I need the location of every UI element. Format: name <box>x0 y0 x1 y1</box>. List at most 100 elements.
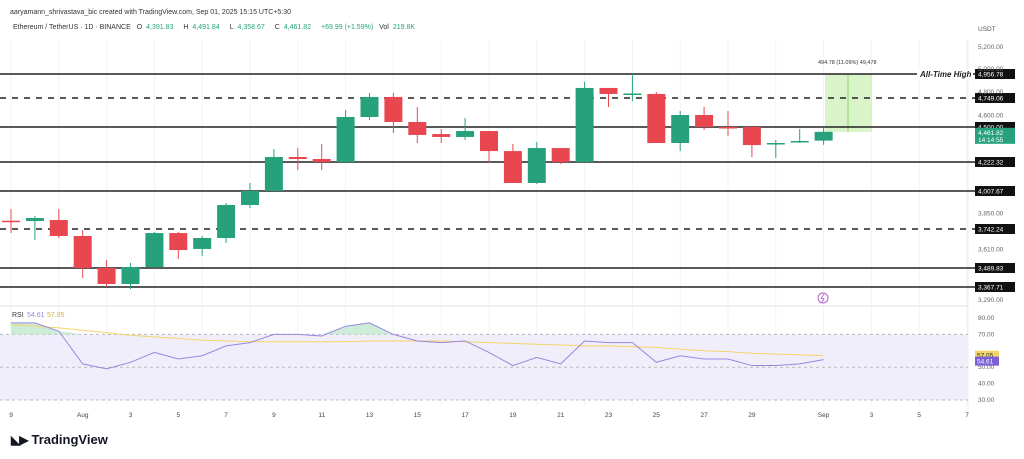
candle[interactable] <box>25 216 44 241</box>
time-axis-label: 3 <box>129 412 133 419</box>
price-tick-label: 3,610.00 <box>978 246 1004 253</box>
candle[interactable] <box>719 111 737 136</box>
candle[interactable] <box>336 110 355 163</box>
candle-body <box>312 159 331 163</box>
candle-body <box>527 148 546 183</box>
candle-body <box>790 140 809 143</box>
time-axis-label: 7 <box>965 412 969 419</box>
candle-body <box>575 87 594 163</box>
candle[interactable] <box>145 231 164 268</box>
candle[interactable] <box>503 144 522 183</box>
candle-body <box>599 87 618 94</box>
rsi-overbought-fill <box>11 322 824 335</box>
candle-body <box>432 134 451 137</box>
candle[interactable] <box>480 131 498 163</box>
time-axis-label: 21 <box>557 412 565 419</box>
price-tick-label: 4,600.00 <box>978 112 1004 119</box>
candle-body <box>336 116 355 163</box>
currency-label: USDT <box>978 26 996 33</box>
brand-name: TradingView <box>31 432 108 447</box>
change-value: +69.99 (+1.59%) <box>321 24 374 31</box>
level-price-tag <box>975 186 1015 196</box>
rsi-tag-label: 54.61 <box>977 359 994 366</box>
candle-body <box>169 233 188 251</box>
level-price-tag <box>975 224 1015 234</box>
candle-body <box>480 131 498 152</box>
price-tick-label: 3,290.00 <box>978 297 1004 304</box>
level-price-tag <box>975 122 1015 132</box>
time-axis-label: 15 <box>414 412 422 419</box>
candle[interactable] <box>193 235 212 256</box>
current-price-tag <box>975 127 1015 144</box>
level-price-tag <box>975 157 1015 167</box>
rsi-tick-label: 50.00 <box>978 364 995 371</box>
candle[interactable] <box>264 149 283 191</box>
candle-body <box>145 233 164 268</box>
candle-body <box>408 121 427 135</box>
rsi-tick-label: 40.00 <box>978 381 995 388</box>
symbol-name[interactable]: Ethereum / TetherUS · 1D · BINANCE <box>13 24 131 31</box>
candle[interactable] <box>575 81 594 163</box>
candle[interactable] <box>121 263 140 289</box>
candle[interactable] <box>695 106 714 131</box>
candle-body <box>503 151 522 183</box>
candle[interactable] <box>599 87 618 107</box>
volume-value: Vol 219.8K <box>379 24 416 31</box>
time-axis-label: 29 <box>748 412 756 419</box>
rsi-tick-label: 70.00 <box>978 331 995 338</box>
candle[interactable] <box>742 125 761 157</box>
candle[interactable] <box>527 141 546 184</box>
rsi-value: 54.61 <box>27 312 45 319</box>
candle[interactable] <box>456 118 475 140</box>
rsi-tick-label: 80.00 <box>978 315 995 322</box>
candle-body <box>288 156 307 160</box>
time-axis-label: 23 <box>605 412 613 419</box>
candle[interactable] <box>671 111 690 152</box>
rsi-tick-label: 30.00 <box>978 397 995 404</box>
candle[interactable] <box>312 144 331 171</box>
rsi-line[interactable] <box>11 322 824 370</box>
candle-body <box>766 143 785 145</box>
level-price-tag <box>975 93 1015 103</box>
time-axis-label: 11 <box>318 412 325 419</box>
rsi-ma-value: 57.05 <box>47 312 65 319</box>
projection-label: 494.78 (11.09%) 49,478 <box>818 60 877 66</box>
candle[interactable] <box>432 129 451 144</box>
time-axis-label: 19 <box>509 412 517 419</box>
candle[interactable] <box>217 202 236 243</box>
candle[interactable] <box>814 128 833 145</box>
level-price-tag <box>975 263 1015 273</box>
candle[interactable] <box>169 231 188 260</box>
candle[interactable] <box>360 93 379 121</box>
candle-body <box>360 96 379 117</box>
lightning-alert-icon[interactable] <box>817 292 829 304</box>
candle-body <box>217 204 236 238</box>
candle[interactable] <box>384 93 403 134</box>
rsi-value-tag <box>975 356 999 366</box>
time-axis-label: 25 <box>653 412 661 419</box>
candle-body <box>695 115 714 127</box>
time-axis-label: 9 <box>9 412 13 419</box>
time-axis-label: 5 <box>917 412 921 419</box>
candle[interactable] <box>790 129 809 144</box>
time-axis-label: 3 <box>870 412 874 419</box>
time-axis-label: 13 <box>366 412 374 419</box>
candle-body <box>73 235 92 268</box>
candle[interactable] <box>623 73 642 102</box>
candle[interactable] <box>288 148 307 171</box>
all-time-high-label: All-Time High <box>919 70 972 79</box>
candle[interactable] <box>241 182 259 208</box>
candle[interactable] <box>551 148 570 164</box>
candle[interactable] <box>766 139 785 159</box>
candle[interactable] <box>73 229 92 278</box>
candle[interactable] <box>49 208 68 238</box>
candle-body <box>2 220 20 223</box>
candle-body <box>241 190 259 205</box>
candle[interactable] <box>647 91 666 144</box>
tradingview-logo: ◣▶ TradingView <box>11 432 108 447</box>
candle[interactable] <box>2 208 20 234</box>
candle[interactable] <box>408 106 427 144</box>
candle[interactable] <box>97 259 116 287</box>
time-axis-label: 5 <box>176 412 180 419</box>
